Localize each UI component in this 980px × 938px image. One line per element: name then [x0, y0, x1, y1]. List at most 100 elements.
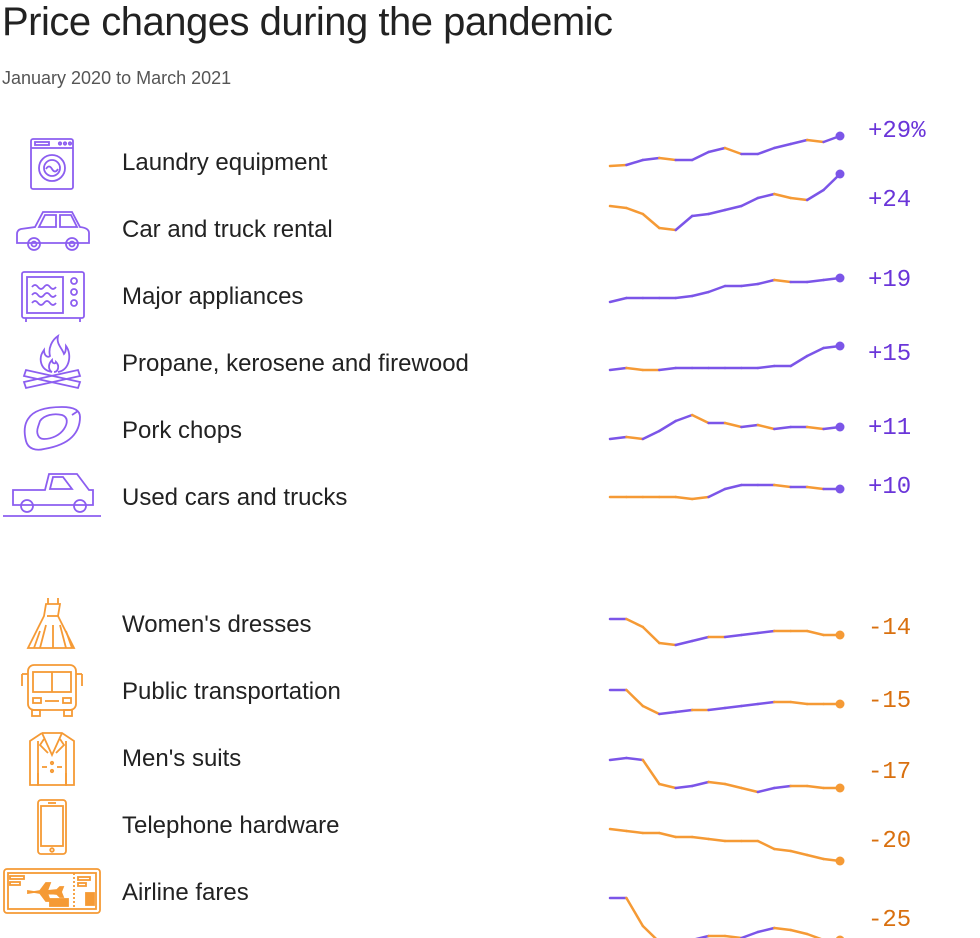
sparkline-segment	[608, 827, 628, 833]
suit-icon	[29, 732, 75, 786]
sparkline-8	[608, 756, 845, 794]
sparkline-segment	[674, 294, 694, 300]
change-value: -25	[868, 907, 912, 934]
sparkline-segment	[608, 366, 628, 372]
plane-ticket-icon	[3, 868, 101, 914]
sparkline-segment	[756, 423, 776, 431]
sparkline-0	[608, 131, 845, 168]
sparkline-segment	[773, 847, 792, 853]
sparkline-segment	[805, 346, 825, 358]
sparkline-end-point	[835, 484, 845, 494]
sparkline-segment	[608, 163, 628, 168]
change-value: +19	[868, 267, 912, 294]
sparkline-segment	[674, 495, 694, 501]
sparkline-segment	[789, 138, 809, 146]
sparkline-segment	[740, 631, 760, 637]
sparkline-segment	[674, 708, 694, 714]
sparkline-segment	[695, 934, 710, 938]
sparkline-segment	[773, 784, 792, 790]
sparkline-segment	[805, 932, 822, 938]
sparkline-segment	[789, 196, 809, 202]
row-major-appliances: Major appliances	[0, 267, 980, 327]
series-label: Men's suits	[122, 745, 242, 772]
sparkline-5	[608, 483, 845, 501]
sparkline-segment	[773, 142, 792, 150]
sparkline-segment	[674, 214, 694, 232]
sparkline-segment	[674, 639, 694, 647]
sparkline-segment	[707, 487, 727, 499]
sparkline-3	[608, 341, 845, 372]
sparkline-2	[608, 273, 845, 304]
sparkline-segment	[756, 192, 776, 200]
sparkline-segment	[773, 425, 792, 431]
row-used-cars-and-trucks: Used cars and trucks	[0, 468, 980, 528]
sparkline-segment	[723, 704, 743, 710]
change-value: -14	[868, 615, 912, 642]
sparkline-segment	[723, 483, 743, 491]
sparkline-segment	[625, 617, 645, 629]
sparkline-end-point	[835, 341, 845, 351]
sparkline-segment	[625, 435, 645, 441]
chart-subtitle: January 2020 to March 2021	[2, 68, 232, 88]
sparkline-end-point	[835, 630, 845, 640]
pickup-truck-icon	[3, 473, 101, 517]
sparkline-segment	[641, 429, 661, 441]
sparkline-segment	[756, 700, 776, 706]
sparkline-segment	[674, 413, 694, 423]
sparkline-segment	[690, 780, 710, 788]
sparkline-segment	[723, 146, 743, 156]
sparkline-segment	[641, 704, 661, 716]
sparkline-segment	[608, 435, 628, 441]
sparkline-segment	[805, 188, 825, 202]
sparkline-segment	[690, 290, 710, 298]
row-propane-kerosene-firewood: Propane, kerosene and firewood	[0, 334, 980, 394]
sparkline-segment	[756, 839, 776, 851]
sparkline-segment	[690, 635, 710, 643]
sparkline-segment	[658, 831, 677, 839]
sparkline-segment	[707, 706, 727, 712]
series-label: Propane, kerosene and firewood	[122, 350, 469, 377]
sparkline-segment	[740, 786, 760, 794]
sparkline-segment	[641, 156, 661, 162]
sparkline-segment	[707, 837, 727, 843]
row-airline-fares: Airline fares	[0, 863, 980, 923]
sparkline-segment	[658, 641, 677, 647]
sparkline-segment	[756, 629, 776, 635]
sparkline-segment	[756, 926, 776, 934]
sparkline-1	[608, 169, 845, 232]
bus-icon	[21, 664, 83, 717]
series-label: Telephone hardware	[122, 812, 340, 839]
sparkline-segment	[641, 212, 661, 230]
sparkline-segment	[740, 930, 760, 938]
sparkline-segment	[756, 364, 776, 370]
sparkline-segment	[641, 924, 657, 938]
sparkline-segment	[690, 835, 710, 841]
series-label: Car and truck rental	[122, 216, 333, 243]
chart-title: Price changes during the pandemic	[2, 0, 613, 44]
sparkline-segment	[789, 849, 809, 857]
row-mens-suits: Men's suits	[0, 729, 980, 789]
sparkline-end-point	[835, 273, 845, 283]
dress-icon	[26, 598, 76, 649]
sparkline-segment	[625, 366, 645, 372]
series-label: Women's dresses	[122, 611, 312, 638]
sparkline-end-point	[835, 131, 845, 141]
sparkline-segment	[756, 278, 776, 286]
sparkline-segment	[740, 282, 760, 288]
sparkline-segment	[608, 204, 628, 210]
row-car-and-truck-rental: Car and truck rental	[0, 200, 980, 260]
sparkline-end-point	[835, 783, 845, 793]
change-value: -15	[868, 688, 912, 715]
sparkline-segment	[658, 782, 677, 790]
sparkline-segment	[756, 146, 776, 156]
sparkline-end-point	[835, 699, 845, 709]
phone-icon	[37, 799, 67, 855]
sparkline-7	[608, 688, 845, 716]
sparkline-segment	[723, 204, 743, 212]
sparkline-segment	[789, 354, 809, 368]
sparkline-segment	[805, 629, 825, 637]
series-label: Airline fares	[122, 879, 249, 906]
series-label: Public transportation	[122, 678, 341, 705]
sparkline-segment	[658, 156, 677, 162]
washing-machine-icon	[30, 138, 74, 190]
